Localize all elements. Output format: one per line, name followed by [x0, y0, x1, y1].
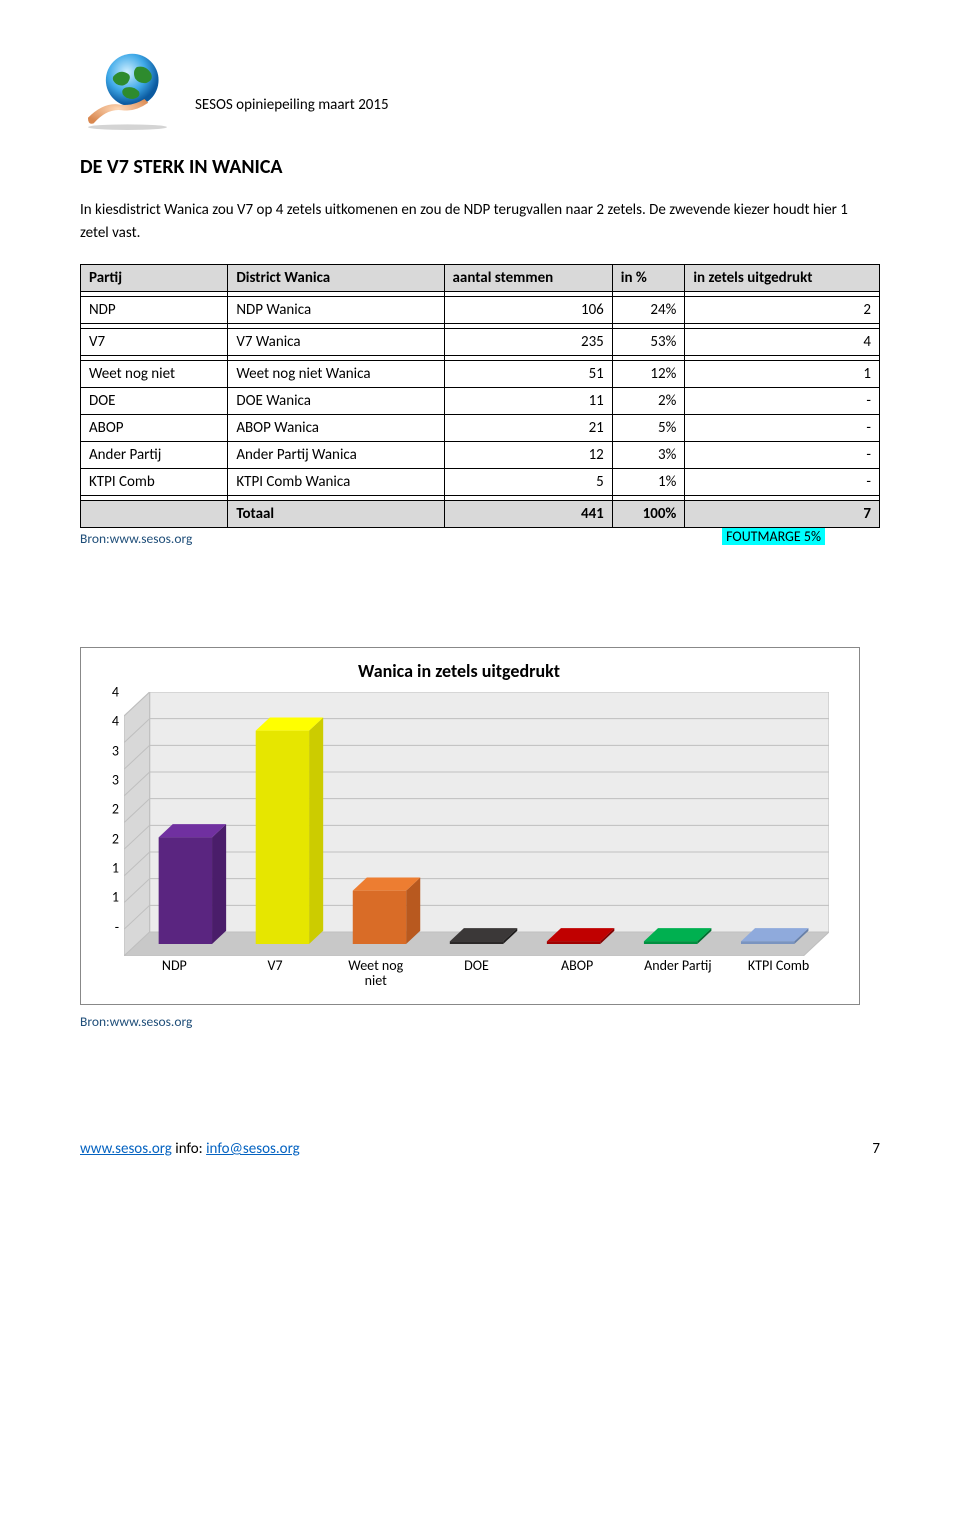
- table-row: Weet nog nietWeet nog niet Wanica5112%1: [81, 361, 880, 388]
- table-row: ABOPABOP Wanica215%-: [81, 415, 880, 442]
- table-header: in %: [612, 265, 685, 292]
- table-row: DOEDOE Wanica112%-: [81, 388, 880, 415]
- chart-source-label: Bron:www.sesos.org: [80, 1013, 880, 1030]
- source-label: Bron:www.sesos.org: [80, 530, 192, 547]
- chart-x-label: Weet nogniet: [325, 956, 426, 992]
- footer-info-text: info:: [172, 1140, 206, 1158]
- chart-y-axis: 44332211-: [94, 692, 119, 956]
- footer-site-link[interactable]: www.sesos.org: [80, 1140, 172, 1158]
- table-row: Ander PartijAnder Partij Wanica123%-: [81, 442, 880, 469]
- table-header: District Wanica: [228, 265, 444, 292]
- chart-title: Wanica in zetels uitgedrukt: [89, 660, 829, 682]
- chart-plot: [124, 692, 829, 956]
- chart-x-label: Ander Partij: [628, 956, 729, 992]
- chart-x-label: NDP: [124, 956, 225, 992]
- intro-paragraph: In kiesdistrict Wanica zou V7 op 4 zetel…: [80, 199, 880, 244]
- footer-page-number: 7: [872, 1140, 880, 1158]
- chart-x-label: ABOP: [527, 956, 628, 992]
- logo: [80, 50, 175, 130]
- table-header: Partij: [81, 265, 228, 292]
- table-total-row: Totaal441100%7: [81, 501, 880, 528]
- doc-subtitle: SESOS opiniepeiling maart 2015: [195, 96, 389, 114]
- chart-x-axis: NDPV7Weet nognietDOEABOPAnder PartijKTPI…: [124, 956, 829, 992]
- page-heading: DE V7 STERK IN WANICA: [80, 155, 880, 179]
- table-row: NDPNDP Wanica10624%2: [81, 297, 880, 324]
- chart-container: Wanica in zetels uitgedrukt 44332211- ND…: [80, 647, 860, 1005]
- table-header: aantal stemmen: [444, 265, 612, 292]
- chart-x-label: KTPI Comb: [728, 956, 829, 992]
- table-header: in zetels uitgedrukt: [685, 265, 880, 292]
- page-footer: www.sesos.org info: info@sesos.org 7: [80, 1140, 880, 1178]
- chart-x-label: V7: [225, 956, 326, 992]
- table-row: KTPI CombKTPI Comb Wanica51%-: [81, 469, 880, 496]
- footer-mail-link[interactable]: info@sesos.org: [206, 1140, 300, 1158]
- table-row: V7V7 Wanica23553%4: [81, 329, 880, 356]
- results-table: PartijDistrict Wanicaaantal stemmenin %i…: [80, 264, 880, 528]
- chart-x-label: DOE: [426, 956, 527, 992]
- error-margin-badge: FOUTMARGE 5%: [722, 528, 825, 545]
